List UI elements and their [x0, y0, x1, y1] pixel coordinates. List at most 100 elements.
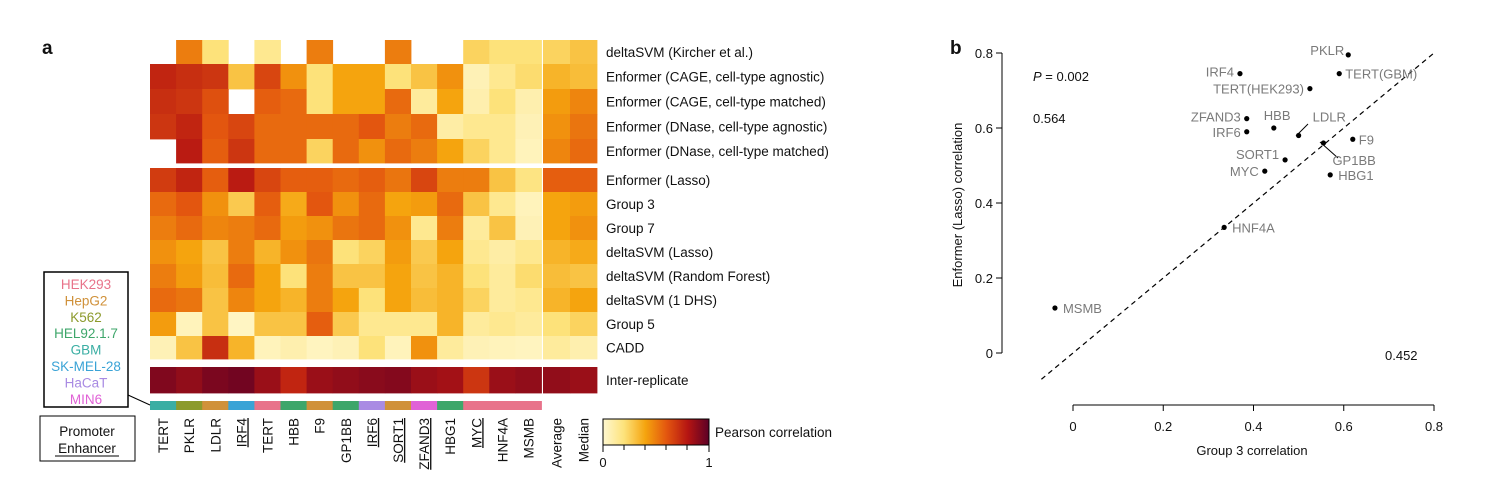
cell-line-legend-item: HEK293	[61, 277, 111, 292]
heatmap-cell	[463, 192, 490, 217]
heatmap-cell	[358, 240, 386, 265]
heatmap-cell	[202, 192, 229, 217]
heatmap-cell	[332, 264, 360, 289]
heatmap-cell	[489, 40, 516, 65]
heatmap-cell	[202, 40, 229, 65]
scatter-point	[1244, 116, 1250, 122]
heatmap-cell	[306, 192, 334, 217]
y-tick-label: 0.8	[975, 46, 993, 61]
heatmap-cell	[280, 168, 307, 193]
scatter-point-label: TERT(HEK293)	[1213, 82, 1304, 97]
heatmap-cell	[306, 89, 334, 115]
heatmap-cell	[150, 114, 177, 140]
heatmap-cell	[306, 288, 334, 313]
heatmap-cell	[411, 139, 438, 164]
heatmap-cell	[411, 114, 438, 140]
heatmap-cell	[437, 114, 464, 140]
heatmap-cell	[332, 336, 360, 360]
heatmap-cell	[411, 367, 438, 394]
summary-cell	[570, 64, 598, 90]
heatmap-cell	[515, 216, 542, 241]
heatmap-cell	[437, 312, 464, 337]
scatter-point-label: PKLR	[1310, 43, 1344, 58]
summary-cell	[570, 336, 598, 360]
heatmap-cell	[202, 264, 229, 289]
heatmap-cell	[280, 367, 307, 394]
heatmap-row-labels: deltaSVM (Kircher et al.) Enformer (CAGE,…	[606, 45, 829, 388]
heatmap-cell	[437, 264, 464, 289]
heatmap-cell	[176, 168, 203, 193]
scatter-point	[1320, 140, 1327, 146]
heatmap-cell	[176, 89, 203, 115]
heatmap-cell	[176, 264, 203, 289]
panel-a-heatmap: a deltaSVM (Kircher et al.) Enformer (CAG…	[39, 38, 832, 470]
heatmap-cell	[411, 312, 438, 337]
scatter-point	[1237, 71, 1243, 77]
cell-line-legend-item: SK-MEL-28	[51, 359, 121, 374]
heatmap-row-label: Group 5	[606, 317, 655, 332]
heatmap-cell	[176, 216, 203, 241]
heatmap-cell	[515, 89, 542, 115]
heatmap-cell	[332, 139, 360, 164]
heatmap-cell	[489, 288, 516, 313]
heatmap-cell	[358, 312, 386, 337]
heatmap-cell	[332, 192, 360, 217]
summary-cell	[570, 89, 598, 115]
heatmap-column-label: TERT	[156, 418, 171, 453]
summary-cell	[543, 114, 571, 140]
heatmap-cell	[280, 336, 307, 360]
upper-left-value: 0.564	[1033, 111, 1066, 126]
heatmap-cell	[280, 264, 307, 289]
panel-b-scatter: b 0 0.2 0.4 0.6 0.8 0 0.2 0.4 0.6 0.8 Group 3 co…	[950, 38, 1443, 458]
heatmap-column-label: GP1BB	[339, 418, 354, 463]
heatmap-cell	[515, 240, 542, 265]
scatter-point-label: HBB	[1264, 108, 1291, 123]
scatter-point	[1307, 86, 1313, 92]
heatmap-cell	[384, 367, 412, 394]
summary-cell	[570, 40, 598, 65]
heatmap-cell	[437, 139, 464, 164]
heatmap-cell	[489, 216, 516, 241]
x-tick-label: 0.8	[1425, 419, 1443, 434]
p-value-symbol: P	[1033, 69, 1042, 84]
heatmap-cell	[384, 89, 412, 115]
scatter-point-label: IRF6	[1213, 125, 1241, 140]
heatmap-cell	[463, 336, 490, 360]
scatter-point-label: IRF4	[1206, 65, 1234, 80]
summary-cell	[570, 312, 598, 337]
heatmap-cell	[202, 64, 229, 90]
heatmap-cell	[332, 288, 360, 313]
heatmap-cell	[463, 264, 490, 289]
heatmap-cell	[384, 216, 412, 241]
scatter-point-label: MYC	[1230, 164, 1259, 179]
heatmap-row-label: Enformer (CAGE, cell-type agnostic)	[606, 70, 824, 85]
heatmap-column-label: PKLR	[182, 418, 197, 454]
scatter-points	[1052, 52, 1356, 311]
heatmap-cell	[176, 64, 203, 90]
heatmap-cell	[280, 288, 307, 313]
summary-cell	[570, 139, 598, 164]
heatmap-cell	[515, 312, 542, 337]
heatmap-column-label: MSMB	[521, 418, 536, 459]
heatmap-cell	[515, 139, 542, 164]
heatmap-cell	[280, 192, 307, 217]
heatmap-cell	[489, 336, 516, 360]
heatmap-column-label: MYC	[469, 418, 484, 448]
summary-cell	[543, 240, 571, 265]
heatmap-cell	[332, 216, 360, 241]
summary-cell	[570, 264, 598, 289]
cell-line-color-strip	[150, 401, 542, 410]
heatmap-cell	[254, 367, 281, 394]
heatmap-cell	[150, 89, 177, 115]
lower-right-value: 0.452	[1385, 348, 1418, 363]
heatmap-cell	[150, 192, 177, 217]
heatmap-cell	[358, 114, 386, 140]
heatmap-cell	[489, 264, 516, 289]
heatmap-column-label: HNF4A	[495, 418, 510, 462]
heatmap-cell	[489, 240, 516, 265]
heatmap-row-label: deltaSVM (Kircher et al.)	[606, 45, 753, 60]
scatter-point-label: SORT1	[1236, 147, 1279, 162]
